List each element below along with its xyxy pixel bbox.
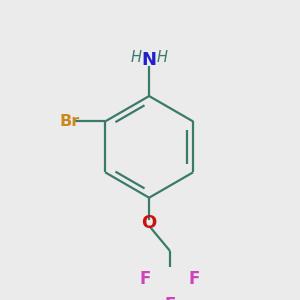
Text: Br: Br: [59, 114, 80, 129]
Text: F: F: [188, 269, 200, 287]
Text: F: F: [140, 269, 152, 287]
Text: H: H: [131, 50, 142, 65]
Text: N: N: [142, 51, 157, 69]
Text: O: O: [142, 214, 157, 232]
Text: H: H: [156, 50, 167, 65]
Text: F: F: [164, 296, 176, 300]
